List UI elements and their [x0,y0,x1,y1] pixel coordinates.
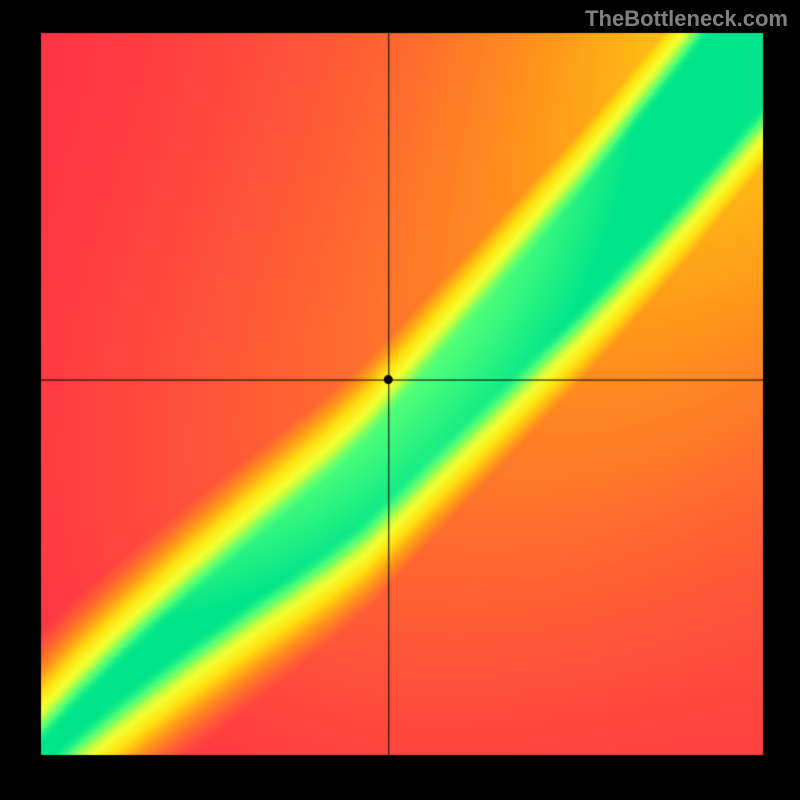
chart-container: TheBottleneck.com [0,0,800,800]
watermark-text: TheBottleneck.com [585,6,788,32]
heatmap-canvas [0,0,800,800]
